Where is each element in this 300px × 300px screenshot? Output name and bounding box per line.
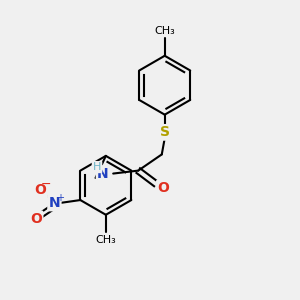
Text: O: O [157, 181, 169, 195]
Text: +: + [56, 193, 64, 203]
Text: CH₃: CH₃ [95, 235, 116, 245]
Text: S: S [160, 125, 170, 139]
Text: CH₃: CH₃ [154, 26, 175, 36]
Text: O: O [30, 212, 42, 226]
Text: N: N [97, 167, 109, 181]
Text: −: − [40, 178, 51, 191]
Text: N: N [49, 196, 60, 210]
Text: H: H [93, 162, 101, 172]
Text: O: O [34, 183, 46, 197]
